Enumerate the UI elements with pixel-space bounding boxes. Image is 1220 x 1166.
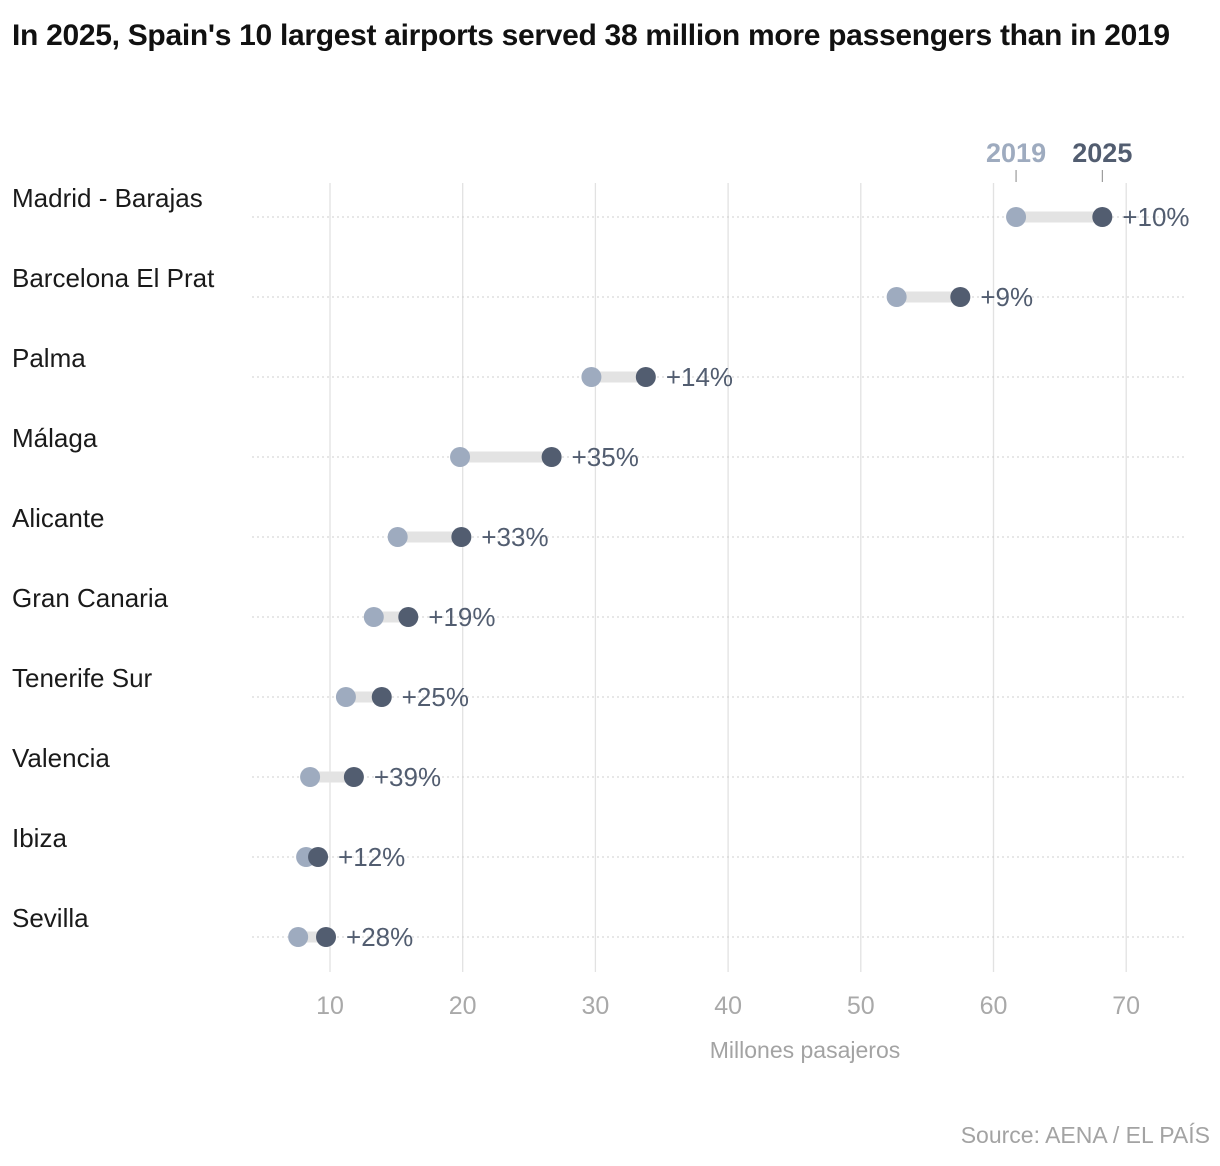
dot-2019 — [363, 607, 384, 627]
dot-2025 — [371, 687, 392, 707]
dot-2025 — [451, 527, 472, 547]
change-label: +33% — [481, 522, 548, 552]
x-tick-label: 10 — [316, 992, 344, 1020]
dot-2019 — [1006, 207, 1027, 227]
dot-2025 — [635, 367, 656, 387]
x-tick-label: 60 — [980, 992, 1008, 1020]
change-label: +19% — [428, 602, 495, 632]
category-label: Gran Canaria — [12, 583, 169, 613]
legend-label-2025: 2025 — [1072, 138, 1132, 168]
category-label: Barcelona El Prat — [12, 263, 215, 293]
dot-2025 — [1092, 207, 1113, 227]
dot-2019 — [300, 767, 321, 787]
x-tick-label: 40 — [714, 992, 742, 1020]
dot-2025 — [541, 447, 562, 467]
chart-title: In 2025, Spain's 10 largest airports ser… — [12, 19, 1170, 52]
x-tick-label: 30 — [581, 992, 609, 1020]
dot-2019 — [288, 927, 309, 947]
dot-2019 — [387, 527, 408, 547]
dot-2025 — [343, 767, 364, 787]
change-label: +35% — [572, 442, 639, 472]
dot-2019 — [335, 687, 356, 707]
x-tick-label: 50 — [847, 992, 875, 1020]
change-label: +9% — [980, 282, 1033, 312]
change-label: +12% — [338, 842, 405, 872]
dot-2025 — [308, 847, 329, 867]
x-tick-label: 20 — [449, 992, 477, 1020]
category-label: Sevilla — [12, 903, 89, 933]
x-tick-label: 70 — [1112, 992, 1140, 1020]
change-label: +25% — [402, 682, 469, 712]
x-axis-label: Millones pasajeros — [710, 1037, 900, 1063]
dot-2019 — [450, 447, 471, 467]
category-label: Alicante — [12, 503, 105, 533]
category-label: Madrid - Barajas — [12, 183, 203, 213]
source-note: Source: AENA / EL PAÍS — [960, 1122, 1210, 1148]
dot-2025 — [398, 607, 419, 627]
change-label: +39% — [374, 762, 441, 792]
dot-2025 — [950, 287, 971, 307]
change-label: +10% — [1122, 202, 1189, 232]
category-label: Palma — [12, 343, 86, 373]
change-label: +14% — [666, 362, 733, 392]
category-label: Málaga — [12, 423, 98, 453]
dot-2025 — [316, 927, 337, 947]
legend-label-2019: 2019 — [986, 138, 1046, 168]
category-label: Ibiza — [12, 823, 67, 853]
category-label: Tenerife Sur — [12, 663, 153, 693]
dot-2019 — [886, 287, 907, 307]
change-label: +28% — [346, 922, 413, 952]
category-label: Valencia — [12, 743, 110, 773]
dot-2019 — [581, 367, 602, 387]
